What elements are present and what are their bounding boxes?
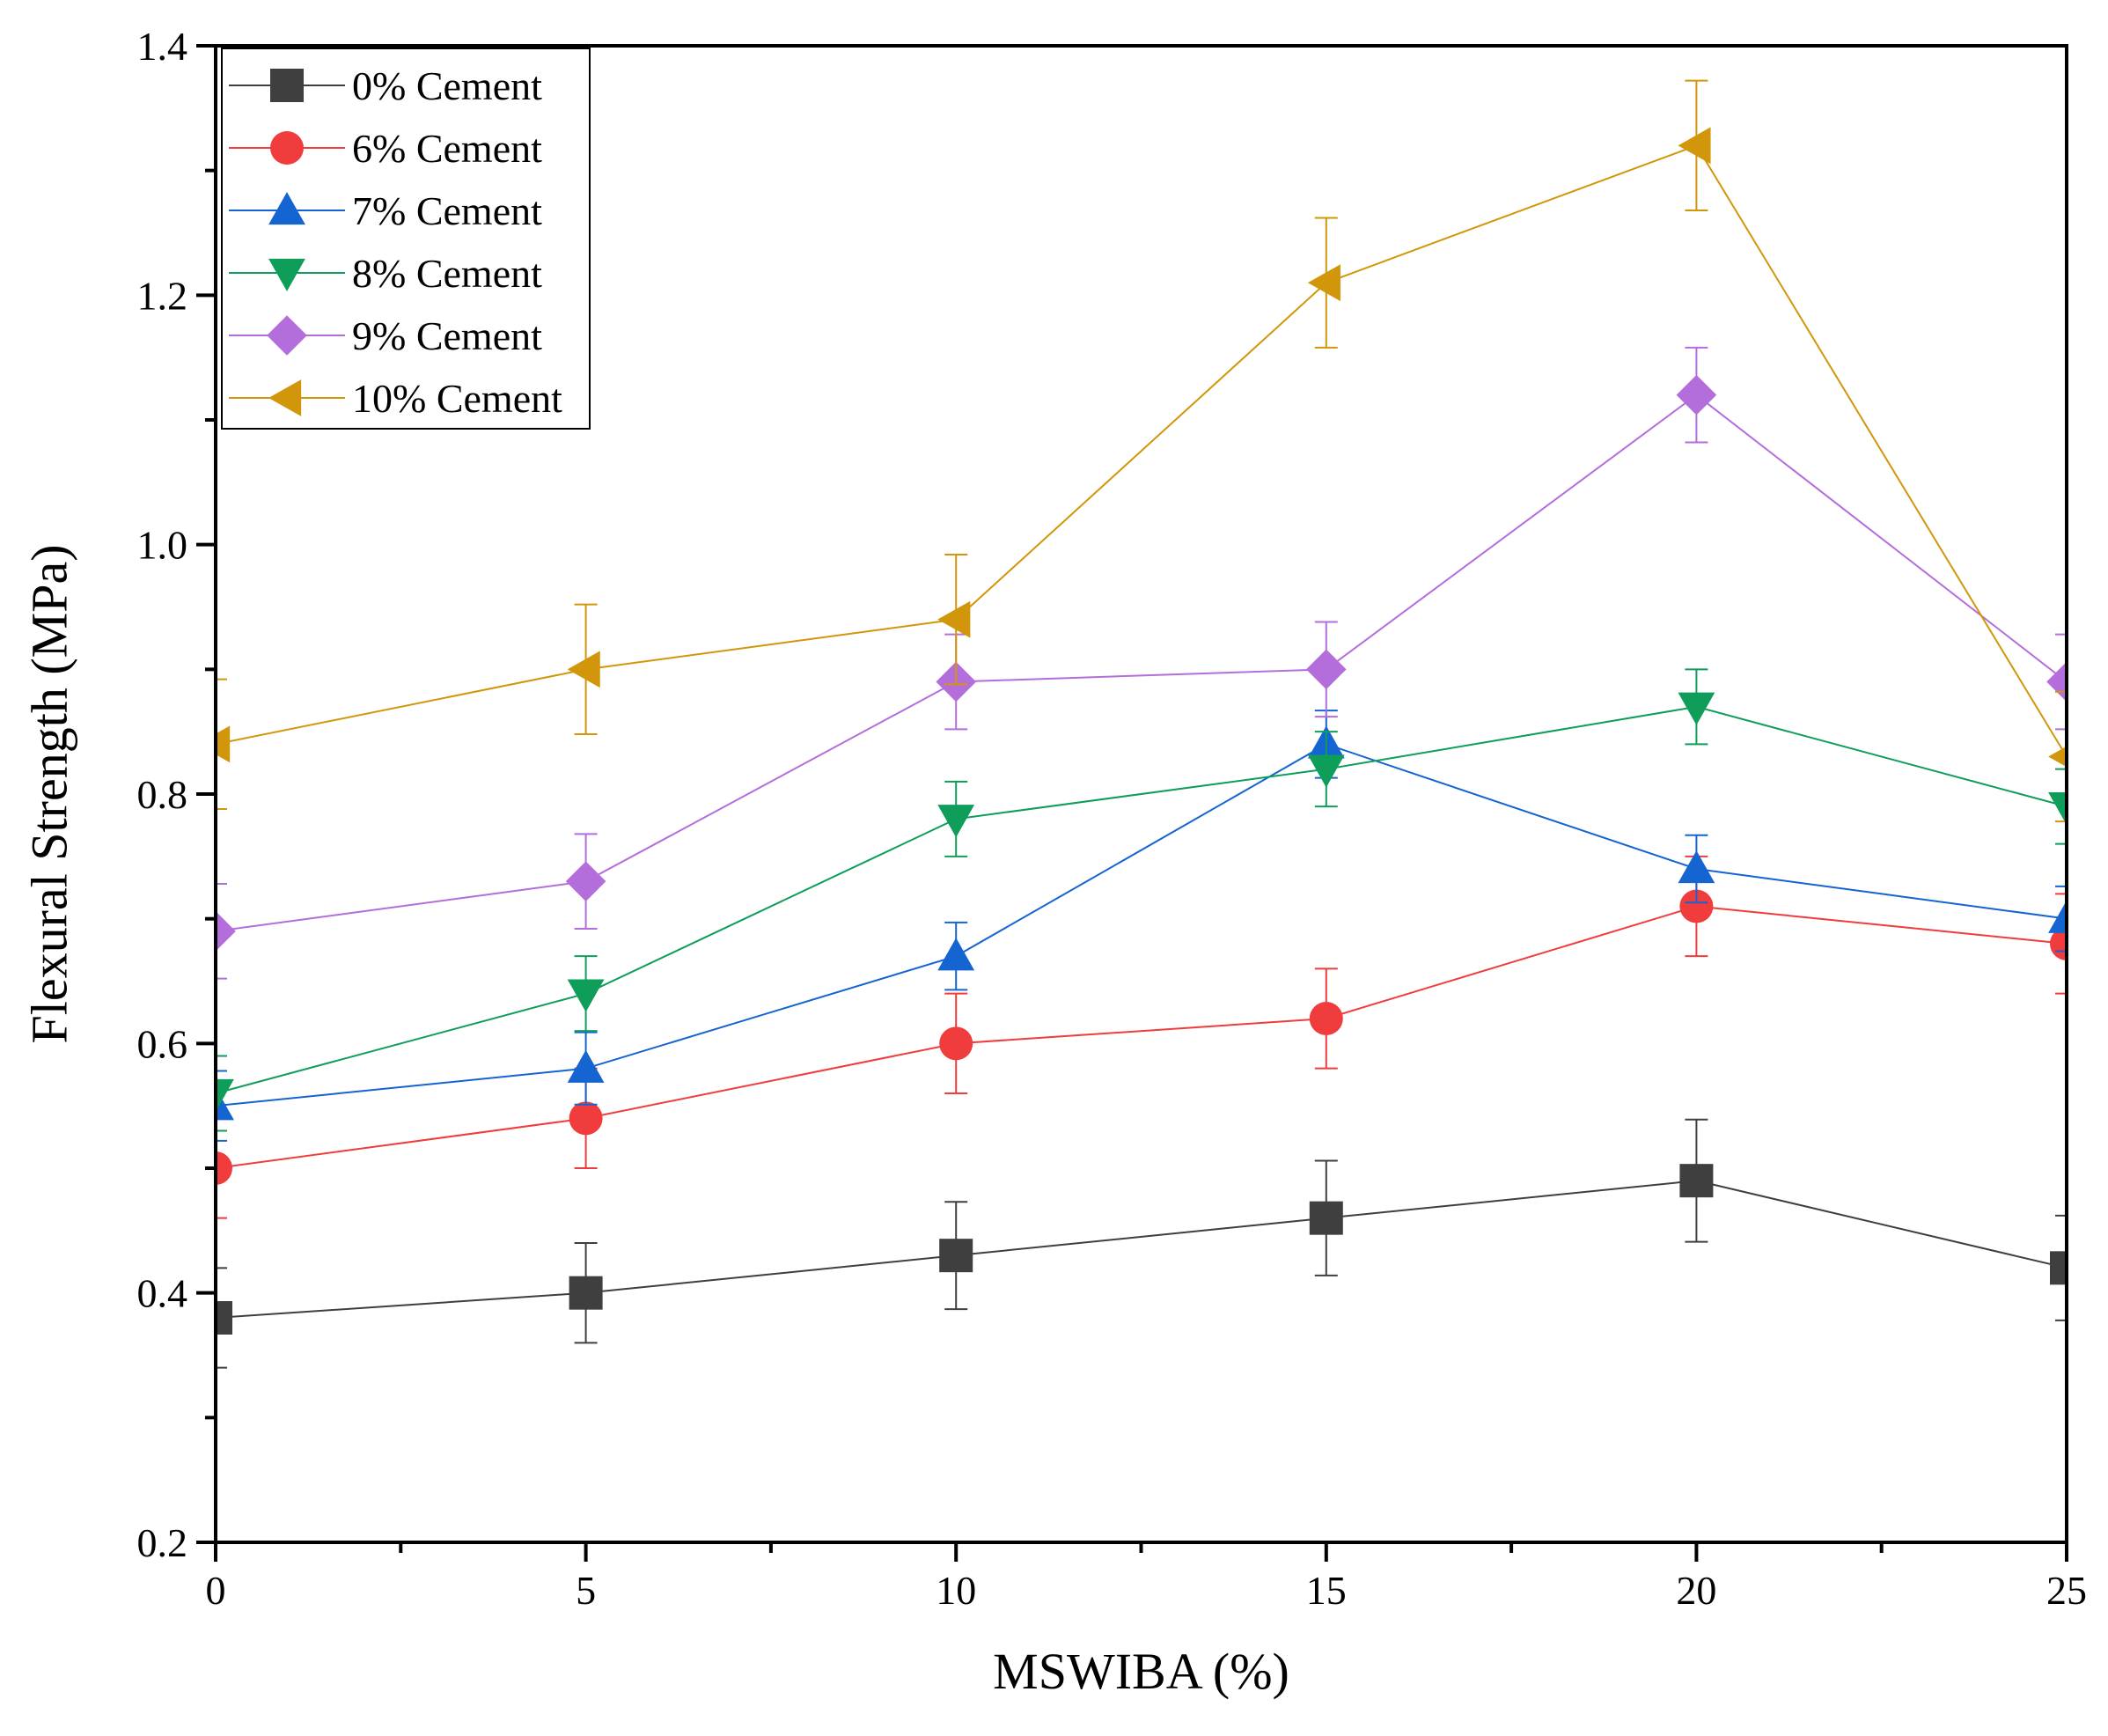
y-tick-label: 0.6 [137,1021,188,1066]
y-tick-label: 0.2 [137,1520,188,1565]
y-tick-label: 1.4 [137,24,188,69]
data-point [567,651,600,688]
axes-layer: 0 5 10 15 20 25 0.2 0.4 0.6 0.8 1.0 1.2 1.4 [137,24,2088,1613]
legend-item: 8% Cement [229,251,542,296]
data-point [1678,850,1715,884]
x-tick-label: 15 [1306,1568,1347,1613]
y-tick-label: 0.4 [137,1271,188,1316]
legend-marker [268,379,302,416]
legend-item: 9% Cement [229,313,542,358]
series-layer [216,79,2067,1369]
legend-label: 0% Cement [352,63,542,108]
data-point [937,600,971,638]
data-point [216,1078,234,1112]
data-point [937,805,975,838]
data-point [1678,127,1711,165]
data-point [1307,264,1340,302]
series-line [216,1180,2067,1319]
legend-item: 0% Cement [229,63,542,108]
data-point [1679,1164,1714,1198]
legend-marker [270,69,304,102]
series-5 [216,79,2067,823]
series-line [216,905,2067,1169]
legend-marker [270,131,304,165]
series-3 [216,668,2067,1132]
series-0 [216,1118,2067,1369]
series-line [216,144,2067,758]
data-point [216,1151,232,1185]
y-axis-title: Flexural Strength (MPa) [20,544,77,1043]
data-point [1676,374,1717,416]
x-tick-label: 10 [936,1568,976,1613]
legend-item: 10% Cement [229,376,562,421]
legend-item: 6% Cement [229,126,542,171]
legend: 0% Cement 6% Cement 7% Cement 8% Cement 9% C… [221,48,591,430]
data-point [1309,1201,1343,1235]
legend-label: 8% Cement [352,251,542,296]
y-tick-label: 1.2 [137,273,188,318]
x-tick-label: 5 [576,1568,596,1613]
data-point [939,1026,973,1061]
legend-label: 10% Cement [352,376,562,421]
data-point [569,1276,603,1310]
data-point [216,1301,232,1335]
series-line [216,705,2067,1094]
legend-label: 6% Cement [352,126,542,171]
legend-item: 7% Cement [229,188,542,233]
data-point [937,938,975,971]
legend-label: 7% Cement [352,188,542,233]
legend-marker [267,315,307,356]
data-point [2048,746,2067,768]
y-tick-label: 1.0 [137,523,188,568]
data-point [1678,692,1715,725]
data-point [569,1101,603,1136]
data-point [567,979,605,1012]
series-line [216,743,2067,1107]
data-point [1306,649,1347,690]
data-point [567,1049,605,1083]
x-tick-label: 20 [1676,1568,1716,1613]
data-point [216,911,236,952]
y-tick-label: 0.8 [137,772,188,817]
data-point [1309,1002,1343,1035]
legend-marker [268,192,305,225]
x-axis-title: MSWIBA (%) [993,1643,1289,1700]
legend-box [221,48,591,430]
series-line [216,394,2067,932]
data-point [939,1239,973,1273]
series-1 [216,855,2067,1219]
x-tick-label: 25 [2046,1568,2087,1613]
data-point [216,1087,234,1121]
data-point [1679,889,1714,923]
legend-marker [268,258,305,291]
data-point [1307,754,1345,788]
data-point [216,725,231,763]
data-point [2048,792,2067,826]
x-tick-label: 0 [206,1568,226,1613]
data-point [2048,900,2067,933]
data-point [565,861,606,901]
legend-label: 9% Cement [352,313,542,358]
data-point [2050,1251,2067,1285]
